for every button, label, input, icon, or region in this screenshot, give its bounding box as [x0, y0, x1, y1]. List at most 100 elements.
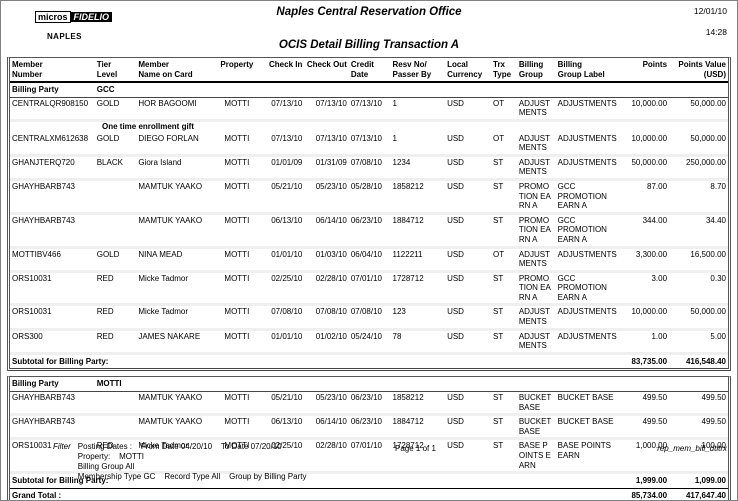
cell: 07/08/10 — [348, 155, 391, 181]
cell: MOTTI — [213, 247, 260, 273]
cell: 01/31/09 — [304, 155, 349, 181]
grand-total-row-points: 85,734.00 — [618, 487, 670, 500]
cell: 8.70 — [669, 179, 728, 215]
cell: 499.50 — [669, 414, 728, 441]
cell: 1,000.00 — [618, 438, 670, 475]
cell: MAMTUK YAAKO — [136, 179, 214, 215]
column-header-row: Member Number Tier Level Member Name on Ca… — [10, 58, 728, 84]
cell: 16,500.00 — [669, 247, 728, 273]
cell: GHAYHBARB743 — [10, 391, 95, 417]
cell: MOTTI — [213, 414, 260, 441]
cell: MOTTI — [213, 391, 260, 417]
cell: 07/01/10 — [348, 271, 391, 307]
cell: GCC PROMOTION EARN A — [555, 213, 619, 249]
cell: BLACK — [94, 155, 137, 181]
cell: GHAYHBARB743 — [10, 213, 95, 249]
cell: 1858212 — [390, 179, 446, 215]
page-number: Page 1 of 1 — [395, 444, 436, 453]
cell: 01/02/10 — [304, 329, 349, 355]
cell: MOTTI — [213, 329, 260, 355]
grand-total-row-points-value: 417,647.40 — [669, 487, 728, 500]
cell: 07/13/10 — [348, 97, 391, 122]
table-row: GHAYHBARB743 MAMTUK YAAKO MOTTI 05/21/10 05/… — [10, 179, 728, 215]
cell: 07/13/10 — [304, 132, 349, 157]
cell — [94, 414, 137, 441]
table-row: MOTTIBV466 GOLD NINA MEAD MOTTI 01/01/10 01/0… — [10, 247, 728, 273]
cell: MOTTI — [213, 438, 260, 475]
cell: 01/01/10 — [259, 247, 305, 273]
cell: PROMOTION EARN A — [516, 271, 556, 307]
cell: 1234 — [390, 155, 446, 181]
micros-logo-text: micros — [35, 11, 71, 23]
cell: 123 — [390, 304, 446, 331]
filter-membership-type: Membership Type GC Record Type All Group… — [77, 472, 307, 481]
column-header: Check In — [259, 58, 305, 84]
subtotal-row-points-value: 1,099.00 — [669, 472, 728, 489]
cell: 100.00 — [669, 438, 728, 475]
cell: OT — [491, 132, 517, 157]
cell: JAMES NAKARE — [136, 329, 214, 355]
table-row: ORS10031 RED Micke Tadmor MOTTI 02/25/10 02/2… — [10, 271, 728, 307]
cell: GOLD — [94, 132, 137, 157]
cell: 344.00 — [618, 213, 670, 249]
property-code-label: NAPLES — [47, 32, 82, 41]
billing-party-group-row: Billing Party GCC — [10, 82, 728, 98]
cell: RED — [94, 329, 137, 355]
cell: 250,000.00 — [669, 155, 728, 181]
cell: ST — [491, 304, 517, 331]
cell: USD — [445, 247, 491, 273]
cell: 10,000.00 — [618, 97, 670, 122]
table-section-gcc: Member Number Tier Level Member Name on Ca… — [7, 57, 731, 372]
cell: USD — [445, 271, 491, 307]
billing-party-value: GCC — [94, 82, 728, 98]
cell: 3.00 — [618, 271, 670, 307]
column-header: Trx Type — [491, 58, 517, 84]
cell: GOLD — [94, 247, 137, 273]
cell: ADJUSTMENTS — [516, 247, 556, 273]
cell: 78 — [390, 329, 446, 355]
print-datetime: 12/01/10 14:28 — [694, 6, 727, 37]
column-header: Member Name on Card — [136, 58, 214, 84]
table-row: ORS10031 RED Micke Tadmor MOTTI 02/25/10 02/2… — [10, 438, 728, 475]
cell: CENTRALQR908150 — [10, 97, 95, 122]
table-row: GHAYHBARB743 MAMTUK YAAKO MOTTI 06/13/10 06/… — [10, 213, 728, 249]
cell: 1 — [390, 132, 446, 157]
cell: MAMTUK YAAKO — [136, 414, 214, 441]
cell: MOTTI — [213, 304, 260, 331]
cell: 07/13/10 — [304, 97, 349, 122]
cell — [94, 213, 137, 249]
cell: 07/01/10 — [348, 438, 391, 475]
cell: MAMTUK YAAKO — [136, 391, 214, 417]
cell: 01/01/10 — [259, 329, 305, 355]
column-header: Property — [213, 58, 260, 84]
cell: BASE POINTS EARN — [516, 438, 556, 475]
report-title: OCIS Detail Billing Transaction A — [278, 39, 460, 51]
cell: USD — [445, 97, 491, 122]
fidelio-logo-text: FIDELIO — [70, 12, 113, 22]
filter-label: Filter — [53, 442, 71, 451]
cell: 06/13/10 — [259, 213, 305, 249]
cell: ST — [491, 391, 517, 417]
cell: 5.00 — [669, 329, 728, 355]
table-row: ORS300 RED JAMES NAKARE MOTTI 01/01/10 01/02/… — [10, 329, 728, 355]
print-date: 12/01/10 — [693, 6, 727, 16]
cell: Micke Tadmor — [136, 304, 214, 331]
cell: 05/24/10 — [348, 329, 391, 355]
cell: 06/23/10 — [348, 414, 391, 441]
cell: MOTTI — [213, 97, 260, 122]
cell: 1858212 — [390, 391, 446, 417]
cell: MOTTI — [213, 213, 260, 249]
cell: HOR BAGOOMI — [136, 97, 214, 122]
cell: ADJUSTMENTS — [516, 155, 556, 181]
column-header: Tier Level — [94, 58, 137, 84]
cell: 10,000.00 — [618, 304, 670, 331]
cell: ADJUSTMENTS — [555, 329, 619, 355]
cell: GHANJTERQ720 — [10, 155, 95, 181]
cell: GHAYHBARB743 — [10, 179, 95, 215]
cell: USD — [445, 329, 491, 355]
cell: NINA MEAD — [136, 247, 214, 273]
micros-fidelio-logo: micros FIDELIO NAPLES — [35, 7, 113, 41]
cell: USD — [445, 155, 491, 181]
cell: PROMOTION EARN A — [516, 179, 556, 215]
